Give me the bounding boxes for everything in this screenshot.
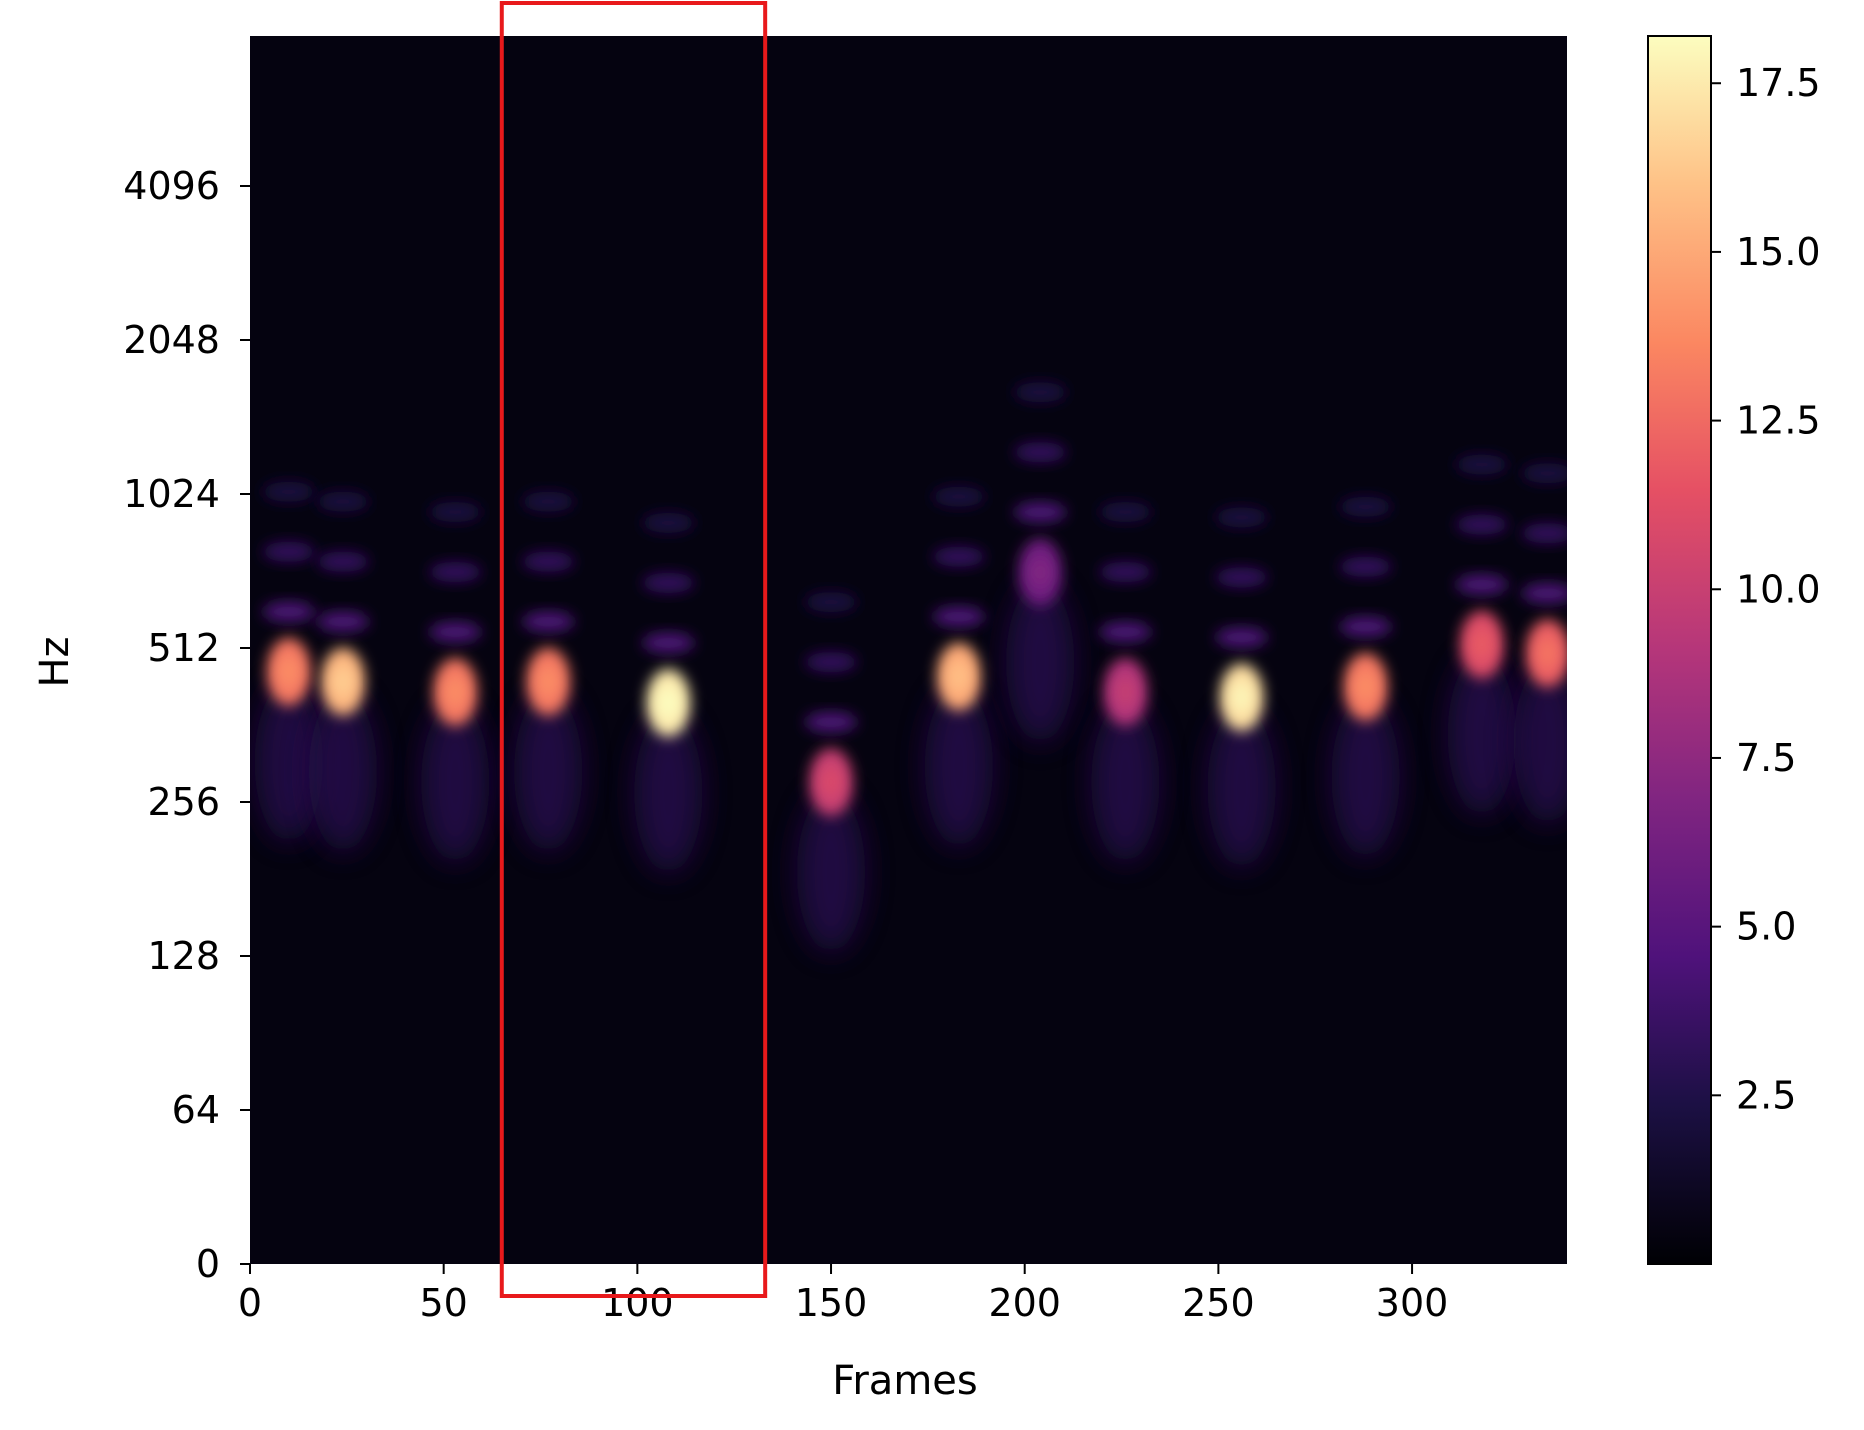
harmonic-streak xyxy=(429,622,482,643)
harmonic-streak xyxy=(805,592,858,613)
harmonic-streak xyxy=(1339,556,1392,577)
harmonic-streak xyxy=(316,551,369,572)
colorbar-tick-label: 12.5 xyxy=(1736,399,1821,443)
colorbar-tick-label: 15.0 xyxy=(1736,230,1821,274)
harmonic-streak xyxy=(1014,502,1067,523)
energy-haze xyxy=(514,691,583,852)
harmonic-streak xyxy=(262,541,315,562)
harmonic-streak xyxy=(642,632,695,653)
energy-haze xyxy=(634,712,703,873)
harmonic-streak xyxy=(429,502,482,523)
colorbar-ticks: 2.5 5.0 7.5 10.0 12.5 15.0 17.5 xyxy=(1711,61,1821,1117)
energy-core xyxy=(821,766,842,799)
energy-core xyxy=(1115,676,1136,709)
harmonic-streak xyxy=(1521,463,1567,484)
harmonic-streak xyxy=(1215,567,1268,588)
y-tick-label: 4096 xyxy=(123,164,220,208)
y-tick-label: 0 xyxy=(196,1242,220,1286)
harmonic-streak xyxy=(642,572,695,593)
x-tick-label: 50 xyxy=(419,1281,467,1325)
heatmap-energy xyxy=(254,382,1567,953)
harmonic-streak xyxy=(316,491,369,512)
harmonic-streak xyxy=(1455,454,1508,475)
harmonic-streak xyxy=(932,486,985,507)
x-tick-label: 100 xyxy=(601,1281,674,1325)
plot-area xyxy=(250,36,1567,1264)
energy-haze xyxy=(1006,582,1075,743)
harmonic-streak xyxy=(1521,523,1567,544)
energy-core xyxy=(948,660,969,693)
y-axis-label: Hz xyxy=(32,636,78,687)
harmonic-streak xyxy=(262,481,315,502)
energy-core xyxy=(1537,637,1558,670)
harmonic-streak xyxy=(262,601,315,622)
harmonic-streak xyxy=(429,562,482,583)
harmonic-streak xyxy=(1455,514,1508,535)
y-tick-label: 256 xyxy=(147,780,220,824)
x-tick-label: 250 xyxy=(1182,1281,1255,1325)
x-tick-label: 150 xyxy=(795,1281,868,1325)
colorbar: 2.5 5.0 7.5 10.0 12.5 15.0 17.5 xyxy=(1647,35,1821,1265)
harmonic-streak xyxy=(1014,442,1067,463)
colorbar-tick-label: 2.5 xyxy=(1736,1073,1796,1117)
colorbar-gradient xyxy=(1647,35,1712,1265)
harmonic-streak xyxy=(1339,496,1392,517)
y-tick-label: 128 xyxy=(147,934,220,978)
harmonic-streak xyxy=(805,652,858,673)
energy-core xyxy=(1231,681,1252,714)
x-tick-label: 300 xyxy=(1376,1281,1449,1325)
x-axis-label: Frames xyxy=(832,1358,977,1404)
energy-haze xyxy=(421,702,490,863)
energy-core xyxy=(658,686,679,719)
energy-haze xyxy=(797,792,866,953)
energy-haze xyxy=(1091,702,1160,863)
harmonic-streak xyxy=(932,606,985,627)
energy-haze xyxy=(254,681,323,842)
energy-haze xyxy=(1513,663,1567,824)
harmonic-streak xyxy=(1339,616,1392,637)
harmonic-streak xyxy=(1099,562,1152,583)
harmonic-streak xyxy=(522,551,575,572)
heatmap-background xyxy=(250,36,1567,1264)
x-tick-label: 0 xyxy=(238,1281,262,1325)
energy-core xyxy=(1471,628,1492,661)
harmonic-streak xyxy=(316,611,369,632)
energy-haze xyxy=(308,691,377,852)
energy-haze xyxy=(1207,707,1276,868)
y-tick-label: 64 xyxy=(172,1088,220,1132)
y-tick-label: 512 xyxy=(147,626,220,670)
harmonic-streak xyxy=(1455,574,1508,595)
energy-core xyxy=(445,676,466,709)
energy-haze xyxy=(924,686,993,847)
colorbar-tick-label: 10.0 xyxy=(1736,567,1821,611)
harmonic-streak xyxy=(522,611,575,632)
harmonic-streak xyxy=(522,491,575,512)
colorbar-tick-label: 5.0 xyxy=(1736,905,1796,949)
energy-core xyxy=(1355,670,1376,703)
y-tick-label: 2048 xyxy=(123,318,220,362)
colorbar-tick-label: 17.5 xyxy=(1736,61,1821,105)
harmonic-streak xyxy=(1215,627,1268,648)
harmonic-streak xyxy=(1521,583,1567,604)
energy-haze xyxy=(1447,654,1516,815)
colorbar-tick-label: 7.5 xyxy=(1736,736,1796,780)
y-tick-label: 1024 xyxy=(123,472,220,516)
harmonic-streak xyxy=(642,512,695,533)
energy-core xyxy=(278,655,299,688)
x-axis: 0 50 100 150 200 250 300 xyxy=(238,1264,1448,1325)
energy-core xyxy=(332,665,353,698)
harmonic-streak xyxy=(805,712,858,733)
highlight-box xyxy=(499,1,768,1298)
energy-core xyxy=(1030,556,1051,589)
x-tick-label: 200 xyxy=(988,1281,1061,1325)
harmonic-streak xyxy=(1215,507,1268,528)
harmonic-streak xyxy=(1014,382,1067,403)
harmonic-streak xyxy=(1099,622,1152,643)
energy-core xyxy=(538,665,559,698)
energy-haze xyxy=(1331,696,1400,857)
harmonic-streak xyxy=(1099,502,1152,523)
y-axis: 0 64 128 256 512 1024 2048 4096 xyxy=(123,164,250,1286)
harmonic-streak xyxy=(932,546,985,567)
